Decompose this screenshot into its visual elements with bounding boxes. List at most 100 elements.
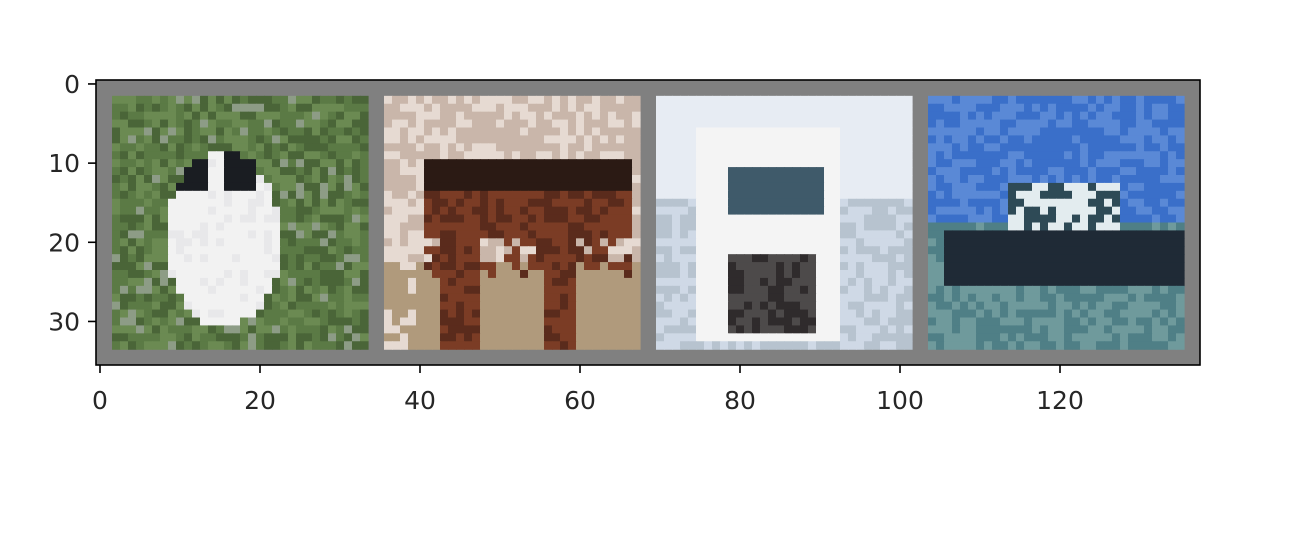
image-pixel <box>608 270 617 279</box>
image-pixel <box>712 277 721 287</box>
image-pixel <box>208 262 217 271</box>
image-pixel <box>720 119 729 129</box>
image-pixel <box>808 238 817 247</box>
image-pixel <box>544 277 553 287</box>
image-pixel <box>736 95 745 105</box>
image-pixel <box>392 341 401 350</box>
image-pixel <box>624 167 633 176</box>
image-pixel <box>328 198 337 208</box>
image-pixel <box>152 270 161 279</box>
image-pixel <box>792 103 801 113</box>
image-pixel <box>464 317 473 327</box>
image-pixel <box>1168 254 1177 263</box>
image-pixel <box>496 285 505 295</box>
image-pixel <box>720 103 729 113</box>
image-pixel <box>1160 230 1169 239</box>
image-pixel <box>760 103 769 113</box>
image-pixel <box>168 309 177 319</box>
image-pixel <box>216 198 225 208</box>
image-pixel <box>960 143 969 152</box>
image-pixel <box>408 190 417 200</box>
image-pixel <box>992 175 1001 184</box>
image-pixel <box>1024 262 1033 271</box>
image-pixel <box>856 341 865 350</box>
image-pixel <box>880 143 889 152</box>
image-pixel <box>1096 135 1105 144</box>
image-pixel <box>1160 206 1169 216</box>
image-pixel <box>904 95 913 105</box>
image-pixel <box>664 222 673 232</box>
image-pixel <box>1112 246 1121 255</box>
image-pixel <box>592 293 601 303</box>
image-pixel <box>1088 206 1097 216</box>
image-pixel <box>496 246 505 255</box>
image-pixel <box>968 119 977 129</box>
image-pixel <box>936 159 945 168</box>
image-pixel <box>728 135 737 144</box>
image-pixel <box>528 159 537 168</box>
image-pixel <box>312 95 321 105</box>
image-pixel <box>744 182 753 192</box>
image-pixel <box>184 182 193 192</box>
image-pixel <box>896 277 905 287</box>
image-pixel <box>1104 206 1113 216</box>
image-pixel <box>1128 238 1137 247</box>
image-pixel <box>448 206 457 216</box>
image-pixel <box>792 175 801 184</box>
image-pixel <box>848 325 857 334</box>
image-pixel <box>824 285 833 295</box>
image-pixel <box>1080 175 1089 184</box>
image-pixel <box>928 95 937 105</box>
image-pixel <box>416 325 425 334</box>
image-pixel <box>512 285 521 295</box>
image-pixel <box>768 206 777 216</box>
image-pixel <box>760 214 769 224</box>
image-pixel <box>520 135 529 144</box>
image-pixel <box>576 95 585 105</box>
image-pixel <box>872 198 881 208</box>
image-pixel <box>672 230 681 239</box>
image-pixel <box>488 190 497 200</box>
image-pixel <box>304 119 313 129</box>
image-pixel <box>472 277 481 287</box>
image-pixel <box>384 214 393 224</box>
image-pixel <box>776 238 785 247</box>
image-pixel <box>680 206 689 216</box>
image-pixel <box>112 262 121 271</box>
image-pixel <box>280 262 289 271</box>
image-pixel <box>160 103 169 113</box>
image-pixel <box>400 167 409 176</box>
image-pixel <box>416 270 425 279</box>
image-pixel <box>544 230 553 239</box>
image-pixel <box>168 135 177 144</box>
image-pixel <box>416 159 425 168</box>
image-pixel <box>1072 230 1081 239</box>
image-pixel <box>1040 111 1049 121</box>
image-pixel <box>1120 167 1129 176</box>
image-pixel <box>512 103 521 113</box>
image-pixel <box>592 182 601 192</box>
image-pixel <box>504 238 513 247</box>
image-pixel <box>248 333 257 342</box>
image-pixel <box>480 159 489 168</box>
image-pixel <box>736 103 745 113</box>
image-pixel <box>712 317 721 327</box>
image-pixel <box>872 103 881 113</box>
image-pixel <box>264 151 273 160</box>
image-pixel <box>176 270 185 279</box>
image-pixel <box>136 119 145 129</box>
image-pixel <box>976 127 985 137</box>
image-pixel <box>384 190 393 200</box>
image-pixel <box>304 175 313 184</box>
image-pixel <box>304 182 313 192</box>
image-pixel <box>712 206 721 216</box>
image-pixel <box>752 262 761 271</box>
image-pixel <box>296 159 305 168</box>
image-pixel <box>584 143 593 152</box>
image-pixel <box>1168 325 1177 334</box>
image-pixel <box>1048 206 1057 216</box>
image-pixel <box>952 151 961 160</box>
image-pixel <box>512 254 521 263</box>
image-pixel <box>112 127 121 137</box>
image-pixel <box>624 190 633 200</box>
